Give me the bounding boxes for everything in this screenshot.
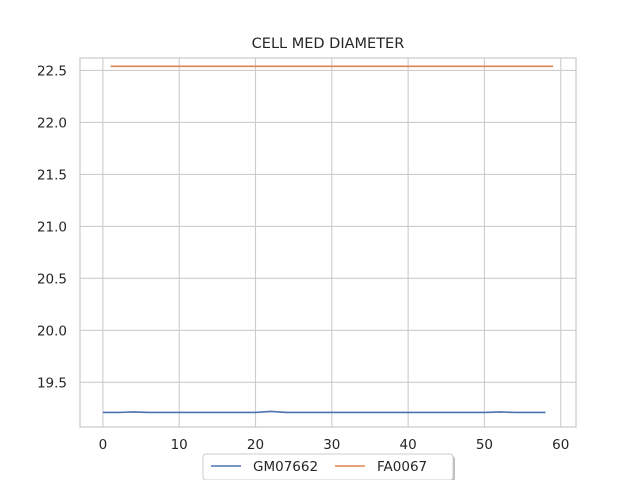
x-tick-label: 60 (552, 437, 569, 453)
chart-title: CELL MED DIAMETER (252, 36, 405, 52)
x-tick-label: 30 (323, 437, 340, 453)
y-tick-label: 20.0 (37, 323, 67, 339)
x-tick-label: 20 (247, 437, 264, 453)
y-tick-label: 19.5 (37, 375, 67, 391)
x-tick-label: 50 (476, 437, 493, 453)
x-tick-label: 0 (99, 437, 108, 453)
grid (80, 58, 576, 427)
y-tick-label: 21.0 (37, 219, 67, 235)
tick-labels: 0 10 20 30 40 50 60 19.5 20.0 20.5 21.0 21.5 22.0 22.… (37, 63, 569, 453)
series-line-gm07662 (102, 410, 546, 414)
y-tick-label: 21.5 (37, 167, 67, 183)
x-tick-label: 40 (400, 437, 417, 453)
plot-area-frame (79, 57, 577, 428)
y-tick-label: 20.5 (37, 271, 67, 287)
legend-label-fa0067: FA0067 (377, 459, 427, 475)
legend-box (202, 453, 454, 480)
y-tick-label: 22.0 (37, 115, 67, 131)
x-tick-label: 10 (171, 437, 188, 453)
legend-label-gm07662: GM07662 (253, 459, 318, 475)
y-tick-label: 22.5 (37, 63, 67, 79)
series-layer (102, 65, 554, 414)
legend: GM07662 FA0067 (202, 453, 455, 480)
